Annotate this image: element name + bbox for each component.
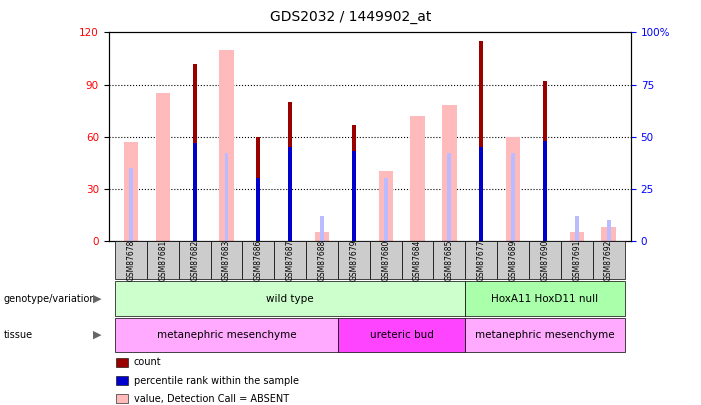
Bar: [288, 102, 292, 241]
Text: tissue: tissue: [4, 330, 33, 340]
Text: GSM87688: GSM87688: [318, 240, 327, 281]
Text: wild type: wild type: [266, 294, 314, 304]
Bar: [379, 171, 393, 241]
Bar: [383, 178, 388, 241]
Bar: [575, 216, 579, 241]
Text: GSM87683: GSM87683: [222, 239, 231, 281]
Text: GSM87687: GSM87687: [286, 239, 294, 281]
Text: GSM87685: GSM87685: [445, 239, 454, 281]
Bar: [479, 147, 483, 241]
Text: GSM87692: GSM87692: [604, 239, 613, 281]
Text: ureteric bud: ureteric bud: [369, 330, 433, 340]
Bar: [193, 64, 196, 241]
Bar: [543, 81, 547, 241]
Bar: [257, 137, 260, 241]
Text: ▶: ▶: [93, 294, 102, 304]
Text: HoxA11 HoxD11 null: HoxA11 HoxD11 null: [491, 294, 599, 304]
Text: GSM87689: GSM87689: [509, 239, 517, 281]
Text: genotype/variation: genotype/variation: [4, 294, 96, 304]
Bar: [606, 220, 611, 241]
Bar: [506, 137, 520, 241]
Bar: [447, 153, 451, 241]
Bar: [320, 216, 324, 241]
Bar: [315, 232, 329, 241]
Text: GSM87684: GSM87684: [413, 239, 422, 281]
Text: GSM87680: GSM87680: [381, 239, 390, 281]
Text: GSM87686: GSM87686: [254, 239, 263, 281]
Text: ▶: ▶: [93, 330, 102, 340]
Text: percentile rank within the sample: percentile rank within the sample: [134, 376, 299, 386]
Text: metanephric mesenchyme: metanephric mesenchyme: [475, 330, 615, 340]
Text: GSM87691: GSM87691: [572, 239, 581, 281]
Bar: [479, 41, 483, 241]
Text: value, Detection Call = ABSENT: value, Detection Call = ABSENT: [134, 394, 289, 404]
Text: GDS2032 / 1449902_at: GDS2032 / 1449902_at: [270, 10, 431, 24]
Bar: [193, 143, 196, 241]
Bar: [352, 151, 356, 241]
Bar: [129, 168, 133, 241]
Bar: [224, 153, 229, 241]
Bar: [288, 147, 292, 241]
Text: GSM87682: GSM87682: [190, 240, 199, 281]
Text: GSM87677: GSM87677: [477, 239, 486, 281]
Bar: [124, 142, 138, 241]
Text: GSM87681: GSM87681: [158, 240, 168, 281]
Bar: [442, 105, 456, 241]
Bar: [543, 141, 547, 241]
Bar: [156, 93, 170, 241]
Bar: [511, 153, 515, 241]
Text: metanephric mesenchyme: metanephric mesenchyme: [156, 330, 297, 340]
Bar: [219, 50, 233, 241]
Bar: [410, 116, 425, 241]
Bar: [352, 124, 356, 241]
Bar: [257, 178, 260, 241]
Text: count: count: [134, 358, 161, 367]
Text: GSM87690: GSM87690: [540, 239, 550, 281]
Text: GSM87678: GSM87678: [126, 239, 135, 281]
Bar: [601, 227, 615, 241]
Text: GSM87679: GSM87679: [349, 239, 358, 281]
Bar: [570, 232, 584, 241]
